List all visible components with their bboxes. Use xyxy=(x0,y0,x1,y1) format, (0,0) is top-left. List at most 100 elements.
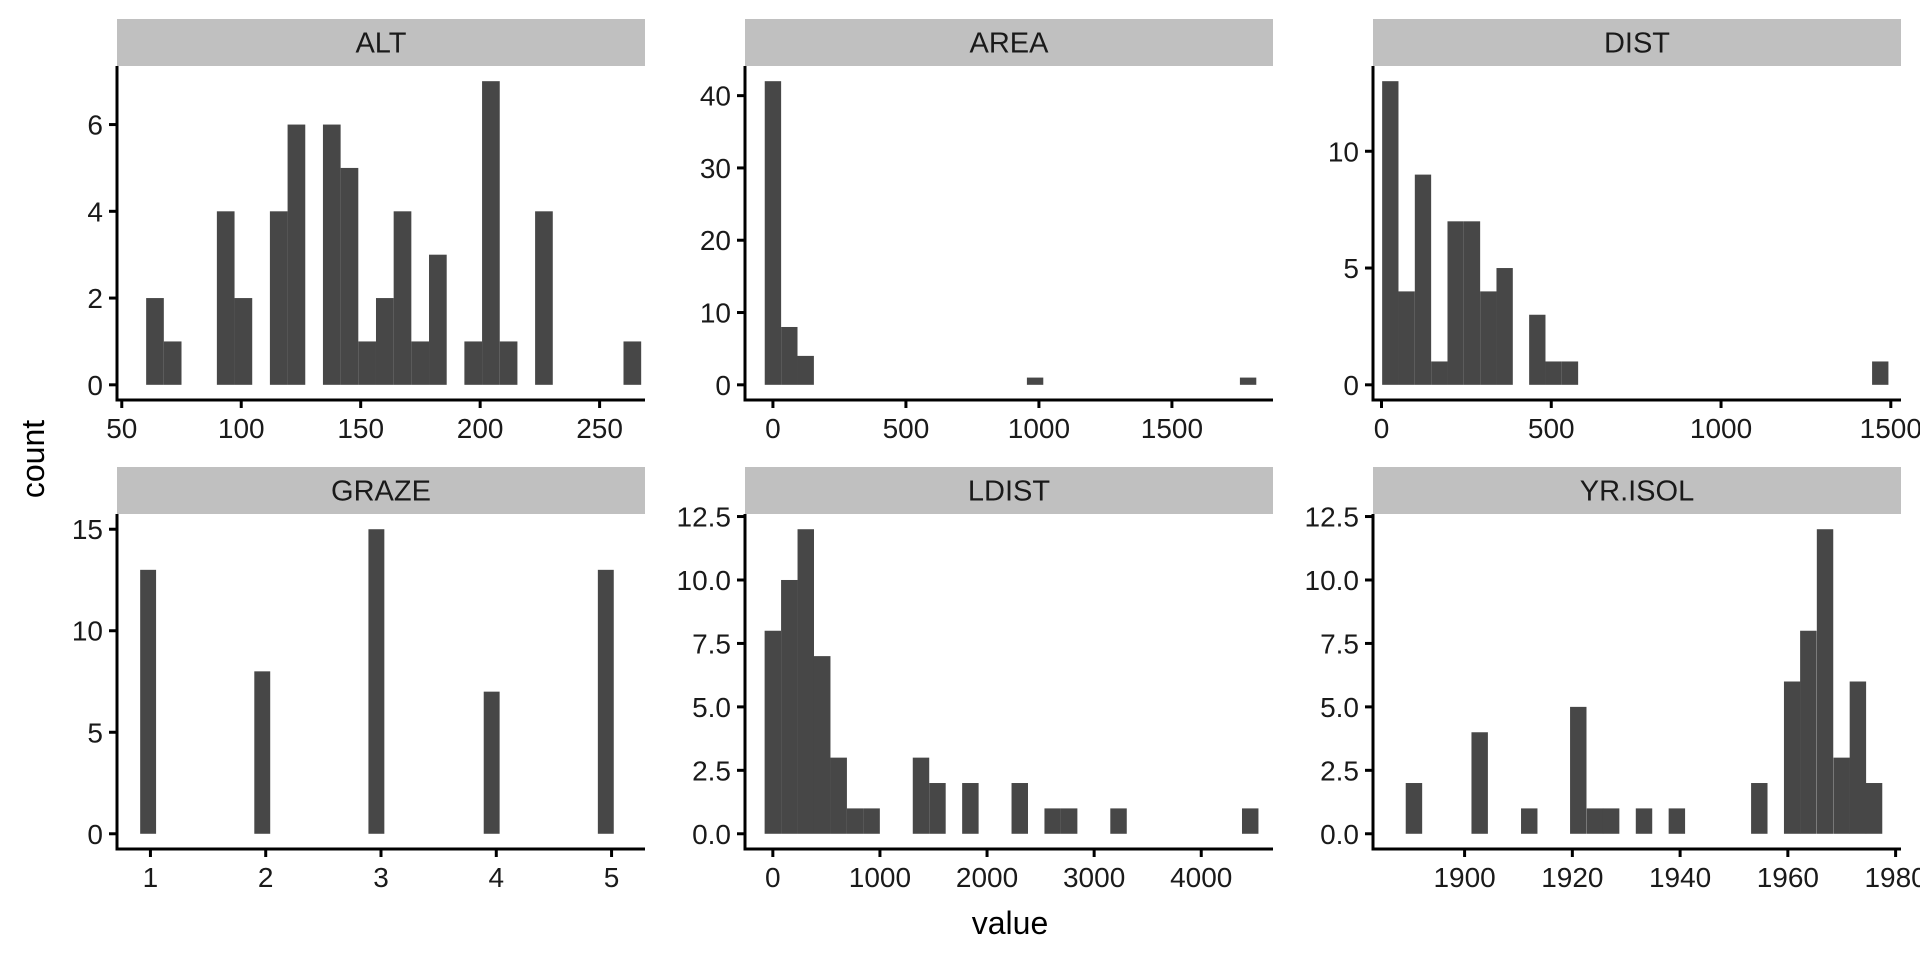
y-tick-label: 0 xyxy=(715,370,731,401)
facet-panel: GRAZE 0 5 10 15 1 2 3 4 5 xyxy=(72,467,645,893)
histogram-bar xyxy=(1239,377,1257,385)
facet-title: DIST xyxy=(1604,28,1670,60)
histogram-bar xyxy=(1398,291,1415,385)
histogram-bar xyxy=(1529,314,1546,385)
x-tick-label: 1000 xyxy=(1690,413,1752,444)
facet-strip xyxy=(745,19,1273,66)
facet-panel: DIST 0 5 10 0 500 1000 1500 xyxy=(1328,19,1920,444)
x-tick-label: 1960 xyxy=(1757,862,1819,893)
histogram-bar xyxy=(340,167,359,385)
y-tick-label: 12.5 xyxy=(677,502,732,533)
histogram-bar xyxy=(1060,808,1078,834)
histogram-bar xyxy=(163,341,182,385)
y-tick-label: 10 xyxy=(700,298,731,329)
histogram-bar xyxy=(269,211,288,385)
histogram-bar xyxy=(358,341,376,385)
y-tick-label: 7.5 xyxy=(692,628,731,659)
histogram-bar xyxy=(623,341,642,385)
y-tick-label: 0.0 xyxy=(692,819,731,850)
histogram-bar xyxy=(368,529,385,834)
histogram-bar xyxy=(1783,681,1801,834)
y-tick-label: 15 xyxy=(72,514,103,545)
y-tick-label: 10.0 xyxy=(677,565,732,596)
histogram-bar xyxy=(912,757,930,834)
x-tick-label: 1900 xyxy=(1433,862,1495,893)
histogram-bar xyxy=(781,579,798,834)
facet-title: YR.ISOL xyxy=(1580,476,1694,508)
facet-title: AREA xyxy=(970,28,1050,60)
x-tick-label: 0 xyxy=(765,413,781,444)
y-tick-label: 5 xyxy=(87,717,103,748)
facet-strip xyxy=(1373,19,1901,66)
x-tick-label: 1000 xyxy=(1008,413,1070,444)
histogram-bar xyxy=(1044,808,1061,834)
histogram-bar xyxy=(429,254,447,385)
histogram-bar xyxy=(411,341,430,385)
x-tick-label: 50 xyxy=(106,413,137,444)
x-tick-label: 0 xyxy=(1374,413,1390,444)
histogram-bar xyxy=(1586,808,1604,834)
y-tick-label: 0 xyxy=(1343,370,1359,401)
y-tick-label: 2.5 xyxy=(1320,755,1359,786)
histogram-bar xyxy=(464,341,483,385)
y-tick-label: 0.0 xyxy=(1320,819,1359,850)
x-tick-label: 1500 xyxy=(1141,413,1203,444)
y-tick-label: 10 xyxy=(1328,136,1359,167)
x-tick-label: 500 xyxy=(1528,413,1575,444)
y-tick-label: 12.5 xyxy=(1305,502,1360,533)
x-tick-label: 1000 xyxy=(849,862,911,893)
y-tick-label: 20 xyxy=(700,225,731,256)
x-tick-label: 3000 xyxy=(1063,862,1125,893)
histogram-bar xyxy=(1521,808,1538,834)
histogram-bar xyxy=(1405,783,1423,834)
histogram-bar xyxy=(146,298,164,385)
histogram-bar xyxy=(1463,221,1481,385)
x-tick-label: 200 xyxy=(457,413,504,444)
histogram-bar xyxy=(1431,361,1448,385)
histogram-bar xyxy=(483,691,500,834)
histogram-bar xyxy=(929,783,946,834)
histogram-bar xyxy=(216,211,235,385)
histogram-bar xyxy=(830,757,847,834)
y-tick-label: 6 xyxy=(87,110,103,141)
x-tick-label: 2000 xyxy=(956,862,1018,893)
facet-panel: LDIST 0.0 2.5 5.0 7.5 10.0 12.5 0 1000 2000 3000 40… xyxy=(677,467,1273,893)
facet-strip xyxy=(1373,467,1901,514)
y-tick-label: 0 xyxy=(87,819,103,850)
x-tick-label: 3 xyxy=(373,862,389,893)
histogram-bar xyxy=(1668,808,1686,834)
x-tick-label: 1920 xyxy=(1541,862,1603,893)
histogram-bar xyxy=(287,124,306,385)
histogram-bar xyxy=(1447,221,1464,385)
histogram-bar xyxy=(322,124,341,385)
histogram-bar xyxy=(499,341,518,385)
x-tick-label: 100 xyxy=(218,413,265,444)
facet-strip xyxy=(745,467,1273,514)
histogram-bar xyxy=(1751,783,1768,834)
histogram-bar xyxy=(375,298,394,385)
x-tick-label: 1 xyxy=(143,862,159,893)
histogram-bar xyxy=(1849,681,1867,834)
x-tick-label: 4 xyxy=(488,862,504,893)
histogram-bar xyxy=(1602,808,1620,834)
histogram-bar xyxy=(797,355,814,385)
histogram-bar xyxy=(254,671,271,834)
histogram-bar xyxy=(764,630,782,834)
y-tick-label: 0 xyxy=(87,370,103,401)
histogram-bar xyxy=(781,326,798,385)
histogram-bar xyxy=(962,783,979,834)
y-tick-label: 10.0 xyxy=(1305,565,1360,596)
histogram-bar xyxy=(1545,361,1562,385)
facet-strip xyxy=(117,19,645,66)
facet-panel: ALT 0 2 4 6 50 100 150 200 250 xyxy=(87,19,645,444)
histogram-bar xyxy=(1635,808,1653,834)
histogram-bar xyxy=(140,569,157,834)
histogram-bar xyxy=(1480,291,1497,385)
histogram-bar xyxy=(535,211,553,385)
histogram-bar xyxy=(813,656,831,834)
y-tick-label: 4 xyxy=(87,196,103,227)
y-tick-label: 5 xyxy=(1343,253,1359,284)
histogram-bar xyxy=(863,808,880,834)
histogram-bar xyxy=(1110,808,1127,834)
y-tick-label: 7.5 xyxy=(1320,628,1359,659)
